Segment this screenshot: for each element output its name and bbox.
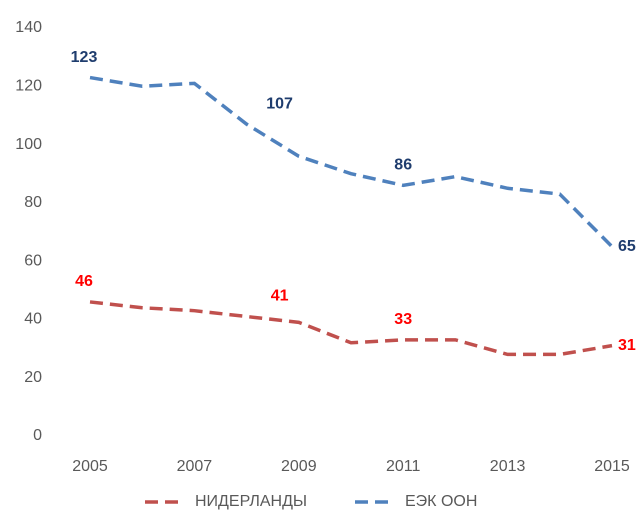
y-tick-label: 60 bbox=[24, 252, 42, 269]
x-tick-label: 2011 bbox=[386, 458, 421, 475]
data-label: 31 bbox=[618, 337, 636, 354]
y-tick-label: 80 bbox=[24, 194, 42, 211]
data-label: 107 bbox=[266, 95, 293, 112]
legend-label: НИДЕРЛАНДЫ bbox=[195, 493, 307, 510]
series-line bbox=[89, 300, 613, 357]
x-tick-label: 2015 bbox=[594, 458, 630, 475]
data-label: 33 bbox=[394, 311, 412, 328]
y-tick-label: 100 bbox=[15, 136, 42, 153]
data-label: 41 bbox=[271, 288, 289, 305]
data-label: 86 bbox=[394, 157, 412, 174]
x-tick-label: 2013 bbox=[490, 458, 526, 475]
y-tick-label: 0 bbox=[33, 427, 42, 444]
series-line bbox=[89, 75, 614, 248]
x-tick-label: 2007 bbox=[177, 458, 213, 475]
x-tick-label: 2005 bbox=[72, 458, 108, 475]
y-tick-label: 120 bbox=[15, 78, 42, 95]
legend-label: ЕЭК ООН bbox=[405, 493, 477, 510]
y-tick-label: 40 bbox=[24, 311, 42, 328]
data-label: 65 bbox=[618, 238, 636, 255]
data-label: 123 bbox=[71, 49, 98, 66]
data-label: 46 bbox=[75, 273, 93, 290]
y-tick-label: 20 bbox=[24, 369, 42, 386]
y-tick-label: 140 bbox=[15, 19, 42, 36]
x-tick-label: 2009 bbox=[281, 458, 317, 475]
